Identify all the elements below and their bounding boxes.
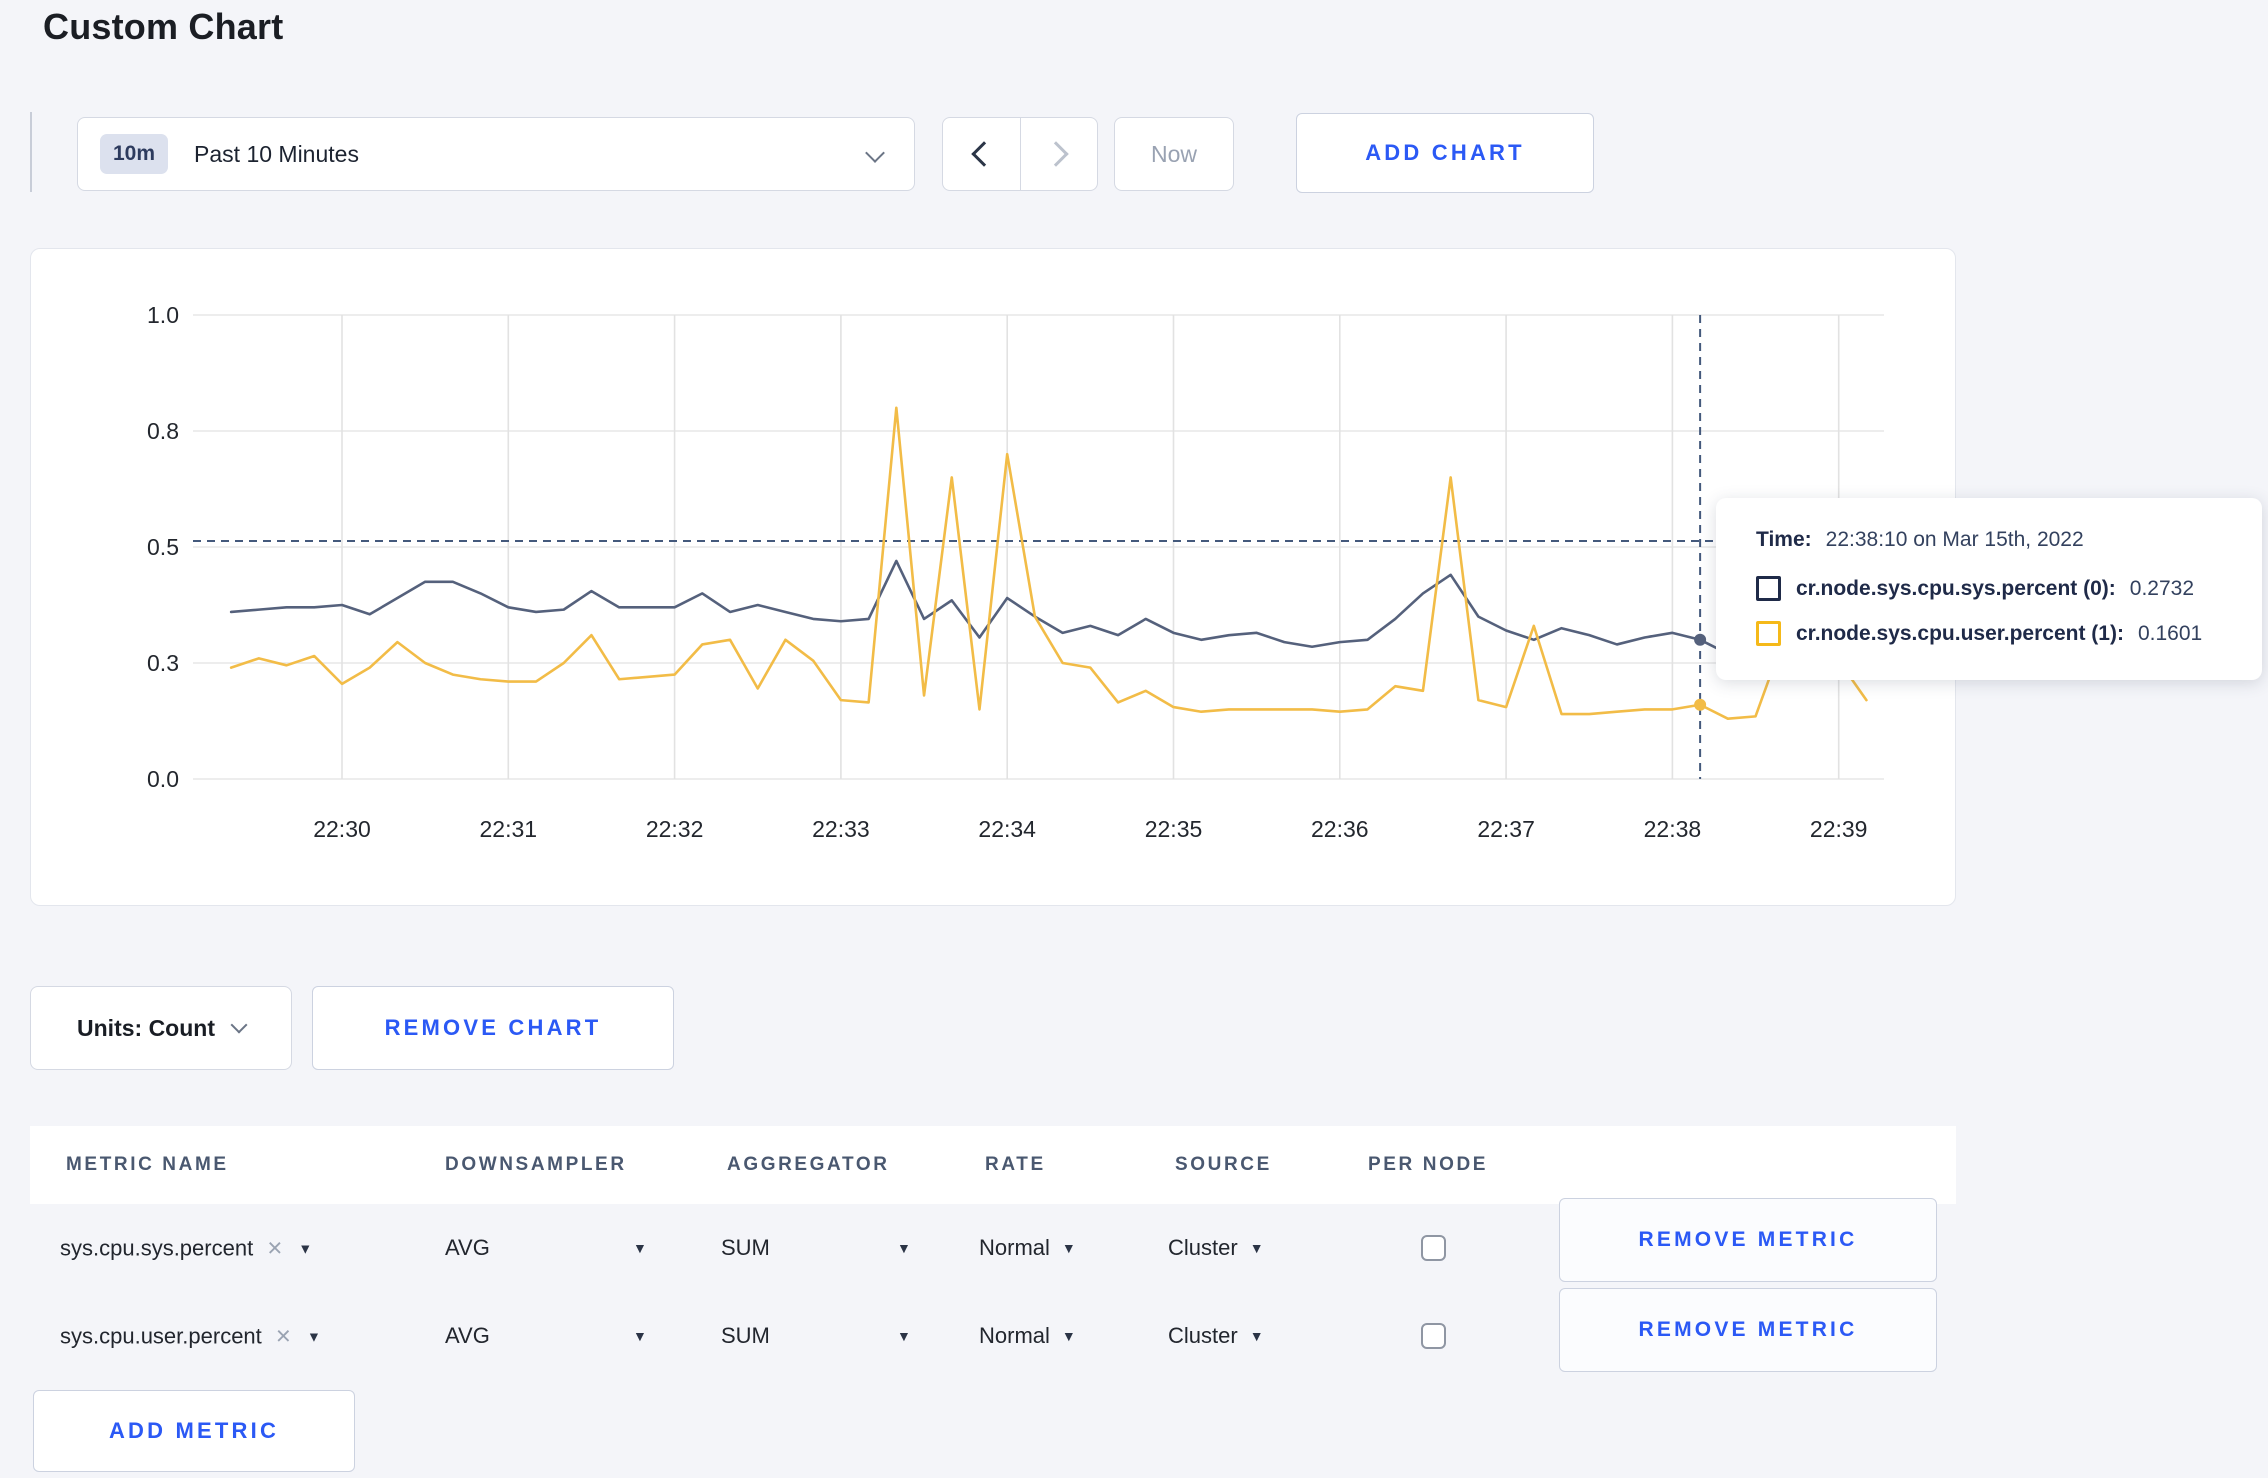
caret-down-icon[interactable]: ▼ <box>897 1328 911 1344</box>
col-header-metric-name: METRIC NAME <box>66 1154 229 1175</box>
caret-down-icon: ▼ <box>1249 1328 1264 1344</box>
svg-text:0.5: 0.5 <box>147 534 179 560</box>
rate-select[interactable]: Normal ▼ <box>979 1235 1076 1261</box>
source-select[interactable]: Cluster ▼ <box>1168 1235 1264 1261</box>
add-chart-button[interactable]: ADD CHART <box>1296 113 1594 193</box>
series-line-0 <box>229 559 1868 656</box>
per-node-checkbox[interactable] <box>1421 1323 1446 1349</box>
clear-metric-icon[interactable]: × <box>275 1320 291 1351</box>
aggregator-value: SUM <box>721 1323 770 1348</box>
col-header-downsampler: DOWNSAMPLER <box>445 1154 627 1175</box>
remove-chart-button[interactable]: REMOVE CHART <box>312 986 674 1070</box>
add-metric-button[interactable]: ADD METRIC <box>33 1390 355 1472</box>
svg-text:22:34: 22:34 <box>978 816 1036 842</box>
aggregator-value: SUM <box>721 1235 770 1260</box>
toolbar-divider <box>30 112 32 192</box>
remove-metric-button[interactable]: REMOVE METRIC <box>1559 1288 1937 1372</box>
tooltip-series-value: 0.2732 <box>2129 576 2195 600</box>
caret-down-icon: ▼ <box>1061 1240 1076 1256</box>
time-nav-group <box>942 117 1098 191</box>
source-select[interactable]: Cluster ▼ <box>1168 1323 1264 1349</box>
downsampler-select[interactable]: AVG <box>445 1323 490 1349</box>
col-header-aggregator: AGGREGATOR <box>727 1154 890 1175</box>
series-line-1 <box>229 406 1868 720</box>
series-swatch-user <box>1756 621 1781 646</box>
chart-plot[interactable]: 0.0 0.3 0.5 0.8 1.0 22:30 22:31 22:32 22:33 22:34… <box>31 249 1957 907</box>
chart-card: 0.0 0.3 0.5 0.8 1.0 22:30 22:31 22:32 22:33 22:34… <box>30 248 1956 906</box>
tooltip-series-value: 0.1601 <box>2137 621 2203 645</box>
svg-text:22:37: 22:37 <box>1477 816 1535 842</box>
next-time-button[interactable] <box>1021 118 1098 190</box>
per-node-checkbox[interactable] <box>1421 1235 1446 1261</box>
svg-text:1.0: 1.0 <box>147 302 179 328</box>
chevron-right-icon <box>1043 141 1069 167</box>
rate-value: Normal <box>979 1235 1050 1260</box>
metric-name-value: sys.cpu.sys.percent <box>60 1235 254 1260</box>
y-gridlines: 0.0 0.3 0.5 0.8 1.0 <box>147 302 1884 792</box>
time-range-select[interactable]: 10m Past 10 Minutes <box>77 117 915 191</box>
col-header-rate: RATE <box>985 1154 1046 1175</box>
caret-down-icon[interactable]: ▼ <box>633 1328 647 1344</box>
chevron-left-icon <box>971 141 997 167</box>
source-value: Cluster <box>1168 1235 1238 1260</box>
metrics-table-header: METRIC NAME DOWNSAMPLER AGGREGATOR RATE … <box>30 1126 1956 1204</box>
svg-text:22:38: 22:38 <box>1644 816 1702 842</box>
svg-text:22:36: 22:36 <box>1311 816 1369 842</box>
time-range-badge: 10m <box>100 134 169 174</box>
chevron-down-icon <box>230 1016 248 1034</box>
hover-dot-0 <box>1694 633 1707 646</box>
rate-select[interactable]: Normal ▼ <box>979 1323 1076 1349</box>
series-swatch-sys <box>1756 576 1781 601</box>
metric-name-value: sys.cpu.user.percent <box>60 1323 262 1348</box>
caret-down-icon[interactable]: ▼ <box>897 1240 911 1256</box>
table-row: sys.cpu.sys.percent × ▼ AVG ▼ SUM ▼ Norm… <box>0 1204 2268 1292</box>
svg-text:22:39: 22:39 <box>1810 816 1868 842</box>
chart-tooltip: Time: 22:38:10 on Mar 15th, 2022 cr.node… <box>1716 498 2262 680</box>
tooltip-series-label: cr.node.sys.cpu.user.percent (1): <box>1796 621 2124 645</box>
remove-metric-button[interactable]: REMOVE METRIC <box>1559 1198 1937 1282</box>
svg-text:22:30: 22:30 <box>313 816 371 842</box>
clear-metric-icon[interactable]: × <box>267 1232 283 1263</box>
svg-text:22:32: 22:32 <box>646 816 704 842</box>
caret-down-icon: ▼ <box>298 1240 313 1256</box>
tooltip-time-label: Time: <box>1756 528 1812 551</box>
col-header-per-node: PER NODE <box>1368 1154 1489 1175</box>
tooltip-time-value: 22:38:10 on Mar 15th, 2022 <box>1825 528 2084 551</box>
now-button[interactable]: Now <box>1114 117 1234 191</box>
table-row: sys.cpu.user.percent × ▼ AVG ▼ SUM ▼ Nor… <box>0 1292 2268 1380</box>
metric-name-select[interactable]: sys.cpu.user.percent × ▼ <box>60 1321 321 1352</box>
tooltip-series-label: cr.node.sys.cpu.sys.percent (0): <box>1796 576 2116 600</box>
col-header-source: SOURCE <box>1175 1154 1272 1175</box>
svg-text:0.8: 0.8 <box>147 418 179 444</box>
caret-down-icon: ▼ <box>1249 1240 1264 1256</box>
prev-time-button[interactable] <box>943 118 1021 190</box>
svg-text:22:33: 22:33 <box>812 816 870 842</box>
units-label: Units: Count <box>77 1014 215 1041</box>
aggregator-select[interactable]: SUM <box>721 1235 770 1261</box>
caret-down-icon: ▼ <box>1061 1328 1076 1344</box>
hover-dot-1 <box>1694 698 1707 711</box>
downsampler-value: AVG <box>445 1235 490 1260</box>
svg-text:0.0: 0.0 <box>147 766 179 792</box>
time-range-label: Past 10 Minutes <box>194 140 359 167</box>
x-gridlines: 22:30 22:31 22:32 22:33 22:34 22:35 22:36 22:37… <box>313 315 1867 842</box>
page-title: Custom Chart <box>43 6 284 47</box>
rate-value: Normal <box>979 1323 1050 1348</box>
source-value: Cluster <box>1168 1323 1238 1348</box>
chevron-down-icon <box>865 143 885 163</box>
caret-down-icon[interactable]: ▼ <box>633 1240 647 1256</box>
downsampler-select[interactable]: AVG <box>445 1235 490 1261</box>
downsampler-value: AVG <box>445 1323 490 1348</box>
aggregator-select[interactable]: SUM <box>721 1323 770 1349</box>
caret-down-icon: ▼ <box>306 1328 321 1344</box>
svg-text:22:31: 22:31 <box>480 816 538 842</box>
metric-name-select[interactable]: sys.cpu.sys.percent × ▼ <box>60 1233 312 1264</box>
svg-text:22:35: 22:35 <box>1145 816 1203 842</box>
svg-text:0.3: 0.3 <box>147 650 179 676</box>
units-select[interactable]: Units: Count <box>30 986 292 1070</box>
